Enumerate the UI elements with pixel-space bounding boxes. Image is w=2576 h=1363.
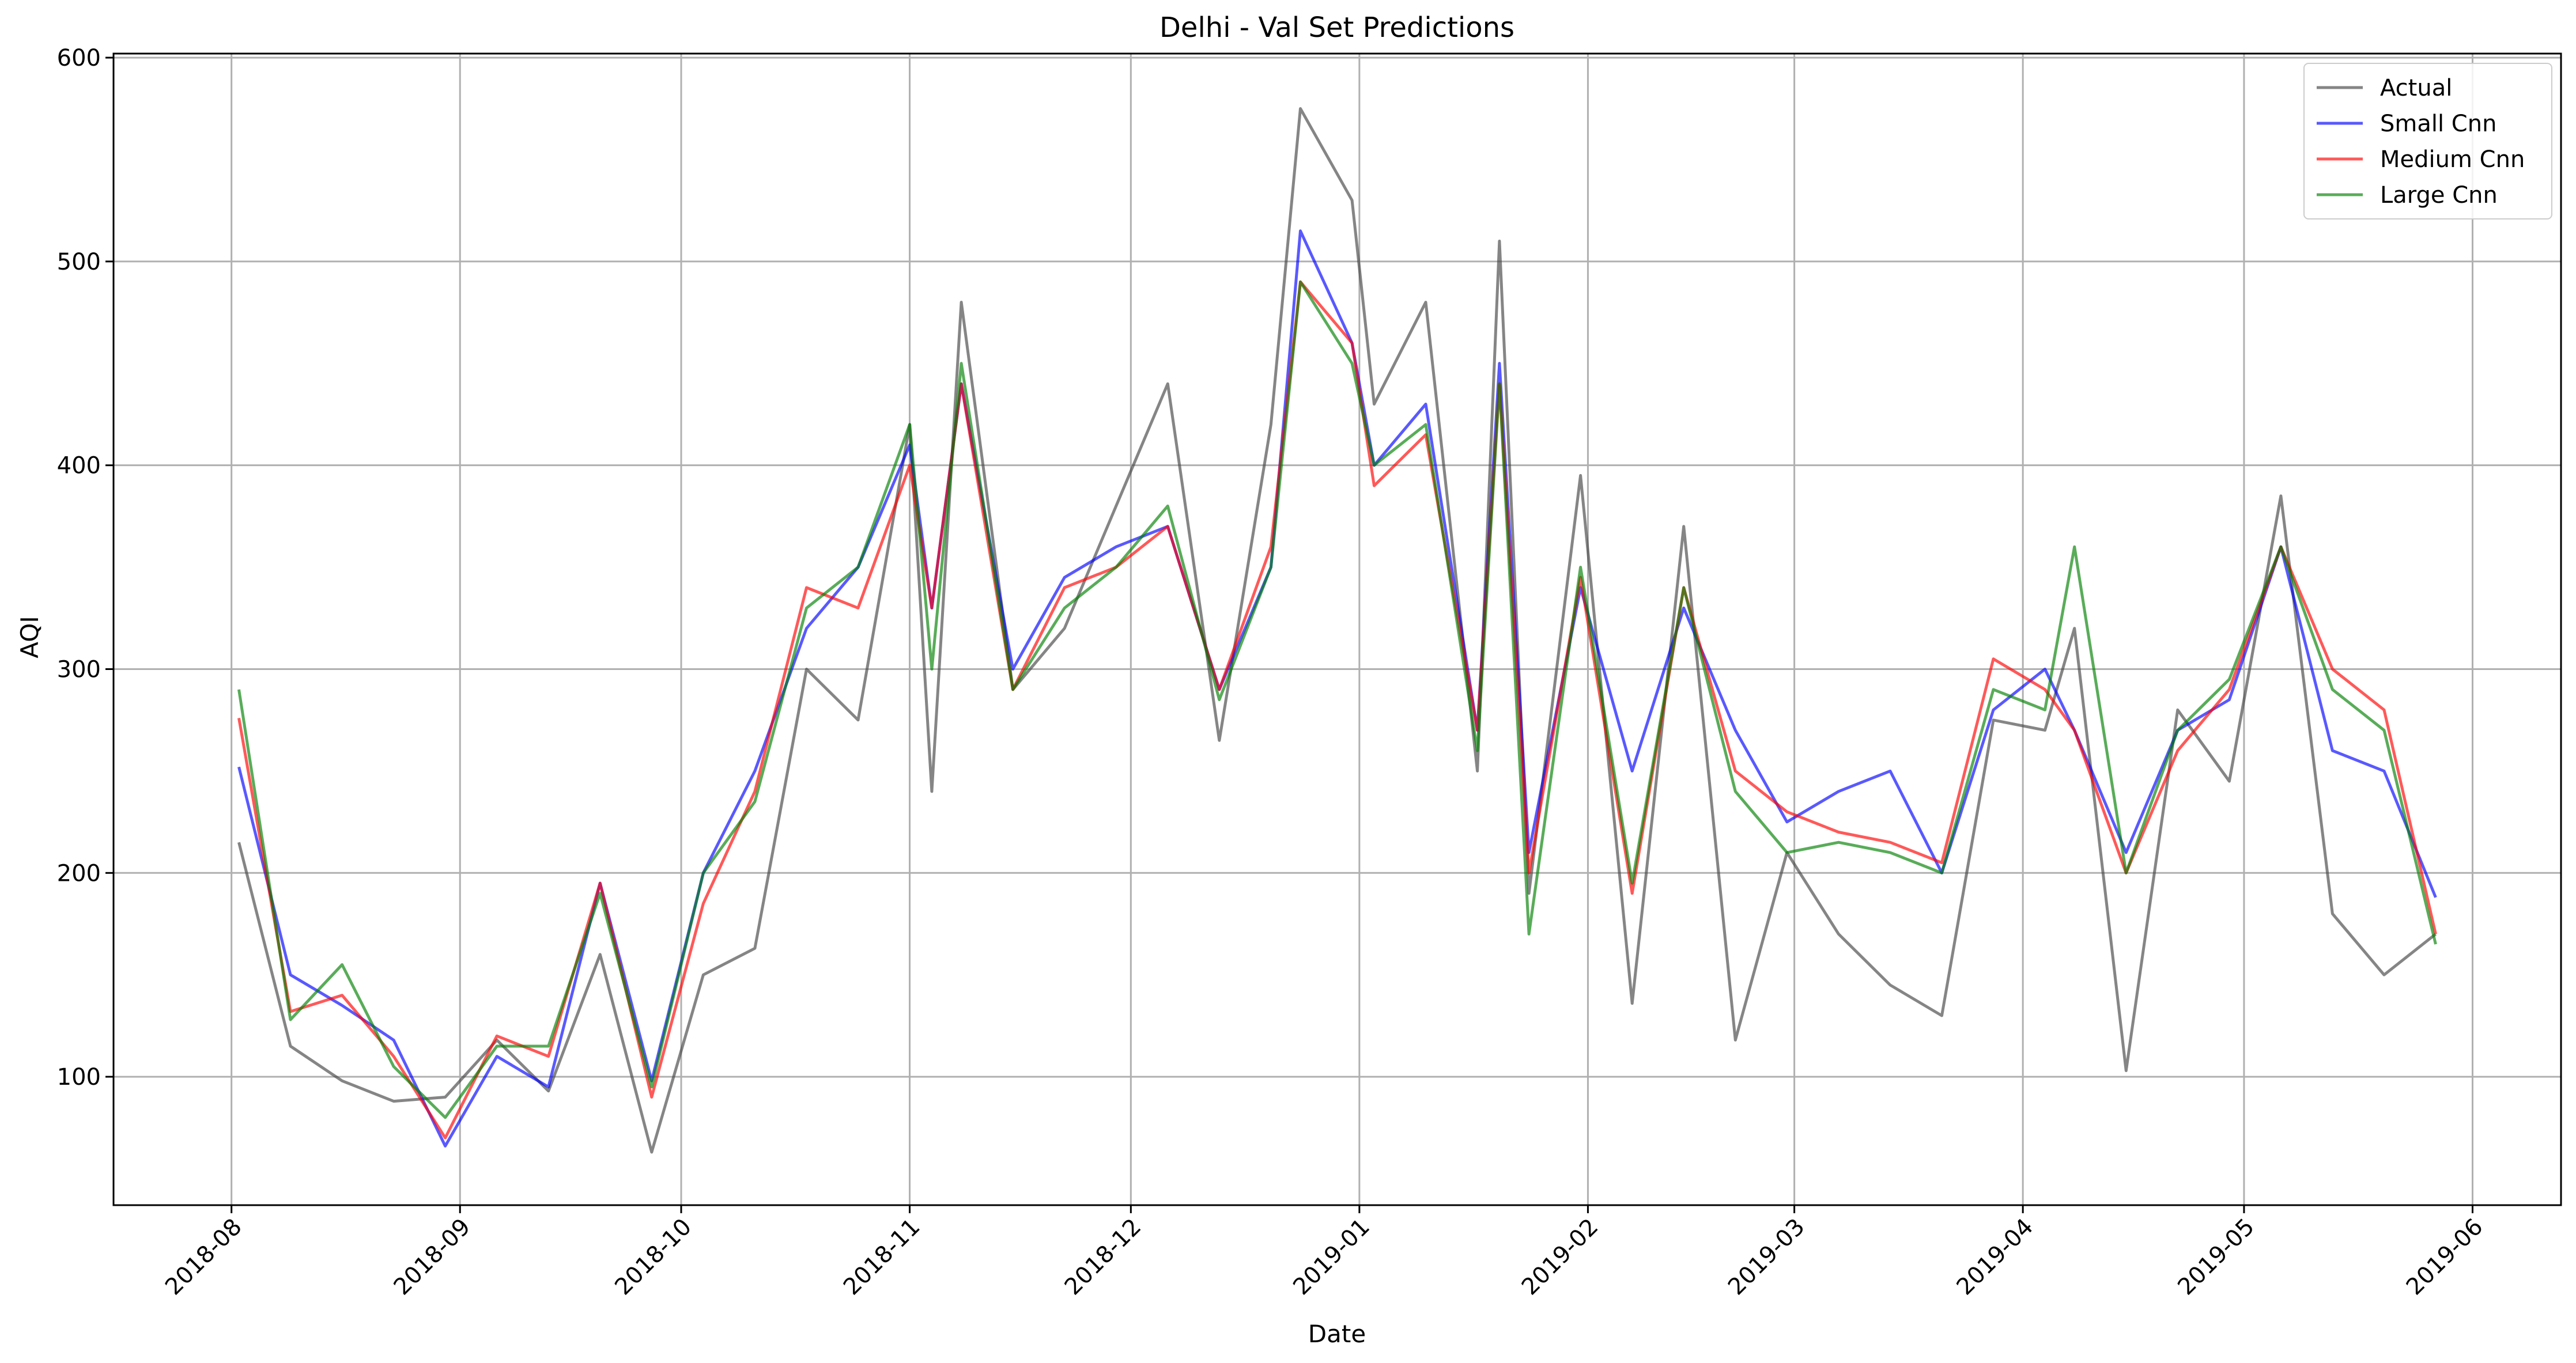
series-line-large-cnn xyxy=(237,280,2437,1119)
y-tick-label: 300 xyxy=(57,656,101,683)
series-line-actual xyxy=(237,107,2437,1154)
legend-label: Large Cnn xyxy=(2380,182,2498,209)
y-tick-label: 400 xyxy=(57,453,101,479)
chart-title: Delhi - Val Set Predictions xyxy=(1159,12,1514,44)
legend-label: Medium Cnn xyxy=(2380,146,2525,173)
legend-label: Small Cnn xyxy=(2380,111,2496,137)
legend: Actual Small Cnn Medium Cnn Large Cnn xyxy=(2303,63,2552,219)
y-tick-label: 200 xyxy=(57,860,101,887)
y-tick-label: 100 xyxy=(57,1064,101,1091)
plot-frame xyxy=(112,52,2562,1206)
y-tick-label: 600 xyxy=(57,45,101,71)
y-tick-label: 500 xyxy=(57,249,101,275)
y-axis-ticks: 100 200 300 400 500 600 xyxy=(57,45,114,1091)
legend-label: Actual xyxy=(2380,75,2452,101)
y-axis-label: AQI xyxy=(16,616,44,658)
legend-box xyxy=(2303,63,2552,219)
x-axis-label: Date xyxy=(1308,1320,1366,1348)
series-lines xyxy=(237,107,2437,1154)
